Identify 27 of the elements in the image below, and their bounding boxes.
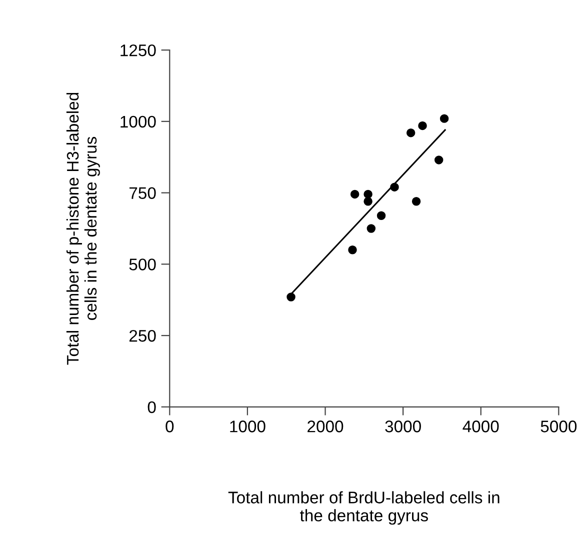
x-tick-label: 3000 <box>385 420 421 432</box>
x-axis-title: Total number of BrdU-labeled cells in the dentate gyrus <box>228 491 500 525</box>
point <box>350 190 360 199</box>
y-tick-label: 500 <box>129 258 156 270</box>
x-tick-label: 4000 <box>462 420 499 432</box>
x-tick-label: 0 <box>166 420 174 432</box>
point <box>348 246 357 254</box>
point <box>418 121 427 130</box>
y-tick-label: 750 <box>130 187 156 199</box>
y-tick-label: 1000 <box>120 116 156 128</box>
point <box>390 182 399 192</box>
y-tick-label: 250 <box>129 330 156 342</box>
x-tick-label: 5000 <box>540 420 577 432</box>
point <box>440 114 449 123</box>
point <box>434 156 444 164</box>
point <box>286 292 296 302</box>
point <box>376 211 386 220</box>
x-tick-label: 2000 <box>308 420 344 432</box>
point <box>412 196 421 206</box>
x-tick-label: 1000 <box>230 420 266 432</box>
point <box>364 190 372 199</box>
point <box>366 224 376 233</box>
y-axis-title: Total number of p-histone H3-labeled cells in the dentate gyrus <box>66 92 100 365</box>
point <box>364 196 372 206</box>
y-tick-label: 1250 <box>120 44 156 56</box>
point <box>406 128 416 138</box>
y-tick-label: 0 <box>148 401 156 414</box>
